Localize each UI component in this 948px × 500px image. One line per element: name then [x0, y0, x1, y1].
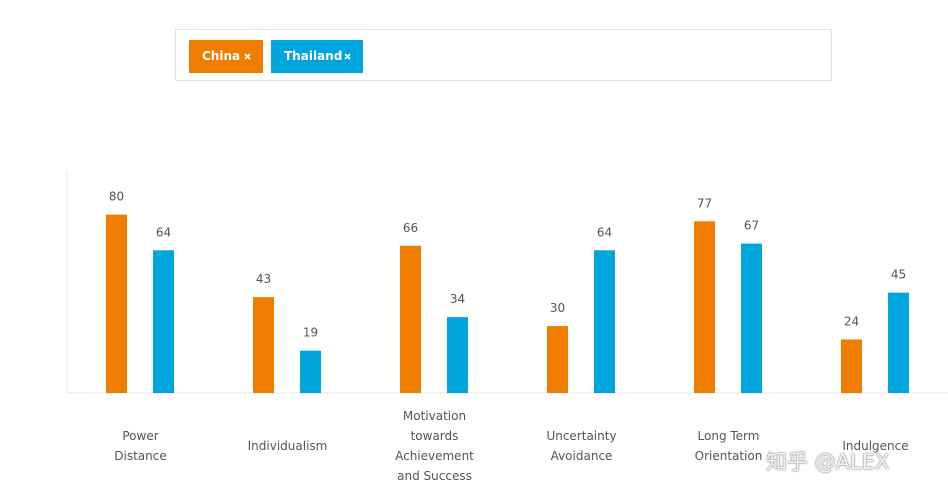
watermark: 知乎 @ALEX [766, 450, 890, 474]
value-label: 67 [744, 219, 759, 233]
bar [594, 250, 615, 393]
x-tick-label: Individualism [247, 439, 328, 453]
country-chip[interactable]: Thailand [271, 40, 363, 73]
bar [888, 292, 909, 393]
bar [253, 297, 274, 393]
value-label: 64 [597, 225, 612, 239]
bar [447, 317, 468, 393]
chip-label: Thailand [284, 49, 343, 63]
x-tick-label: Indulgence [842, 439, 909, 453]
value-label: 19 [303, 326, 318, 340]
country-chip[interactable]: China [189, 40, 263, 73]
value-label: 77 [697, 196, 712, 210]
x-tick-label: Power Distance [114, 429, 167, 463]
value-label: 30 [550, 301, 565, 315]
bar [841, 339, 862, 393]
value-label: 45 [891, 268, 906, 282]
bar [106, 214, 127, 393]
x-tick-label: Uncertainty Avoidance [546, 429, 617, 463]
chip-close-icon[interactable] [244, 53, 251, 60]
value-label: 34 [450, 292, 465, 306]
bar [300, 350, 321, 393]
x-tick-label: Long Term Orientation [694, 429, 763, 463]
bar [400, 245, 421, 393]
chip-close-icon[interactable] [344, 53, 351, 60]
value-label: 24 [844, 314, 859, 328]
chip-label: China [202, 49, 241, 63]
value-label: 64 [156, 225, 171, 239]
bar [153, 250, 174, 393]
x-tick-label: Motivation towards Achievement and Succe… [395, 409, 474, 483]
bar [741, 243, 762, 393]
filter-box: China Thailand [175, 29, 832, 81]
value-label: 80 [109, 190, 124, 204]
value-label: 43 [256, 272, 271, 286]
bar [547, 326, 568, 393]
value-label: 66 [403, 221, 418, 235]
bar [694, 221, 715, 393]
